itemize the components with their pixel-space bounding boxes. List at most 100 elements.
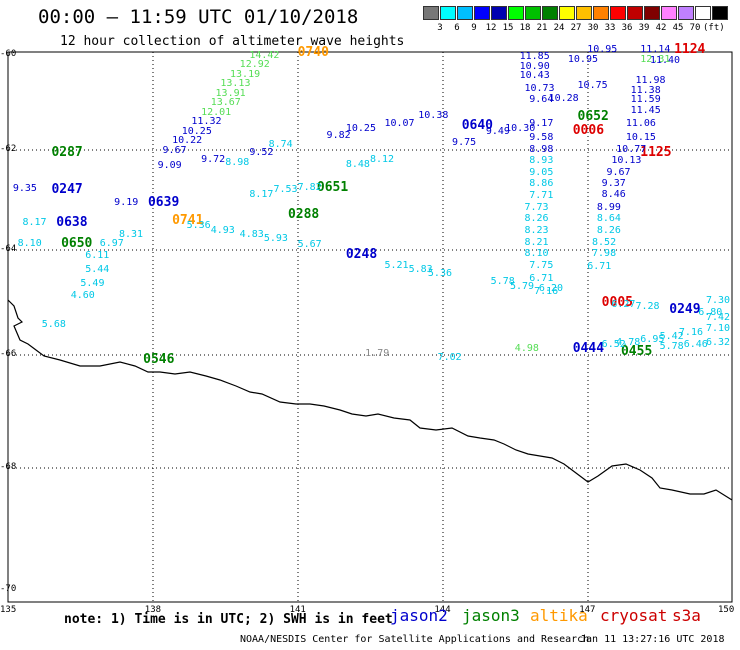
pass-time-label: 0247: [51, 182, 83, 197]
swh-value-label: 9.67: [606, 166, 631, 178]
swh-value-label: 9.75: [452, 136, 477, 148]
colorbar-swatch: [644, 6, 660, 20]
colorbar-swatch: [457, 6, 473, 20]
swh-value-label: 6.46: [683, 338, 708, 350]
lat-tick-label: -66: [0, 349, 17, 359]
colorbar-swatch: [491, 6, 507, 20]
swh-value-label: 11.40: [649, 54, 681, 66]
swh-value-label: 5.78: [490, 275, 515, 287]
swh-value-label: 5.67: [297, 239, 322, 250]
swh-value-label: 10.25: [345, 122, 376, 134]
swh-value-label: 6.27: [611, 299, 636, 311]
swh-value-label: 11.98: [635, 75, 666, 87]
swh-value-label: 6.32: [706, 337, 731, 349]
colorbar-unit: (ft): [703, 23, 725, 33]
pass-time-label: 0249: [669, 302, 701, 318]
swh-value-label: 9.35: [12, 183, 37, 194]
swh-value-label: 13.13: [220, 78, 251, 90]
swh-value-label: 10.95: [587, 44, 618, 56]
lon-tick-label: 144: [434, 605, 451, 615]
swh-value-label: 7.10: [706, 322, 731, 334]
swh-value-label: 10.95: [567, 53, 598, 65]
pass-time-label: 1124: [674, 42, 706, 58]
pass-time-label: 0248: [345, 247, 378, 263]
lon-tick-label: 150: [718, 605, 735, 615]
lon-tick-label: 141: [289, 605, 306, 615]
swh-value-label: 11.38: [630, 84, 661, 96]
swh-value-label: 9.82: [326, 129, 351, 141]
colorbar-swatch: [440, 6, 456, 20]
swh-value-label: 7.16: [678, 326, 703, 338]
swh-value-label: 10.15: [625, 132, 656, 144]
swh-value-label: 4.83: [239, 229, 264, 240]
colorbar-tick-label: 39: [638, 23, 650, 33]
swh-value-label: 8.52: [592, 236, 617, 248]
swh-value-label: 6.20: [538, 283, 564, 295]
swh-value-label: 8.17: [22, 216, 47, 228]
swh-value-label: 9.49: [485, 125, 510, 137]
swh-value-label: 6.80: [698, 307, 723, 318]
swh-value-label: 5.36: [186, 220, 211, 231]
colorbar-tick-label: 33: [604, 23, 616, 33]
swh-value-label: 10.30: [505, 122, 536, 134]
lon-tick-label: 135: [0, 605, 17, 615]
colorbar-tick-label: 6: [454, 23, 460, 33]
antarctic-coastline: [7, 299, 733, 501]
swh-value-label: 7.75: [529, 259, 554, 271]
swh-value-label: 8.86: [529, 178, 554, 189]
colorbar-swatch: [661, 6, 677, 20]
pass-time-label: 0005: [601, 294, 633, 310]
legend-s3a: s3a: [672, 606, 701, 625]
swh-value-label: 10.28: [548, 92, 579, 104]
swh-value-label: 8.12: [370, 154, 395, 165]
swh-value-label: 9.09: [157, 160, 182, 171]
pass-time-label: 0651: [316, 179, 349, 195]
swh-value-label: 10.07: [384, 117, 415, 129]
swh-value-label: 4.93: [210, 225, 235, 236]
legend-cryosat: cryosat: [600, 606, 668, 625]
page-subtitle: 12 hour collection of altimeter wave hei…: [60, 34, 405, 49]
swh-value-label: 8.99: [596, 201, 621, 213]
swh-value-label: 1.79: [365, 347, 390, 359]
swh-value-label: 7.30: [706, 295, 731, 307]
colorbar-tick-label: 21: [536, 23, 548, 33]
swh-value-label: 13.91: [215, 87, 246, 99]
swh-value-label: 8.26: [596, 225, 621, 236]
swh-value-label: 12.92: [239, 59, 270, 71]
swh-value-label: 11.32: [191, 116, 222, 128]
pass-time-label: 0740: [297, 44, 329, 60]
credit-line: NOAA/NESDIS Center for Satellite Applica…: [240, 634, 590, 645]
swh-value-label: 9.19: [114, 196, 139, 208]
swh-value-label: 11.06: [625, 117, 656, 129]
lon-tick-label: 138: [144, 605, 162, 615]
pass-time-label: 0288: [287, 207, 320, 222]
pass-time-label: 0640: [461, 118, 494, 134]
swh-value-label: 10.43: [519, 70, 550, 82]
lat-tick-label: -70: [0, 584, 17, 594]
pass-time-label: 0546: [143, 351, 175, 367]
swh-value-label: 6.52: [601, 338, 626, 350]
swh-value-label: 4.98: [514, 342, 539, 354]
legend-jason3: jason3: [462, 606, 520, 625]
pass-time-label: 0639: [147, 194, 180, 210]
lat-tick-label: -64: [0, 244, 17, 254]
swh-value-label: 8.48: [345, 159, 370, 170]
swh-value-label: 8.21: [524, 236, 549, 248]
grid: [8, 52, 732, 602]
swh-value-label: 10.73: [524, 83, 555, 95]
colorbar-tick-label: 3: [437, 23, 443, 33]
swh-value-label: 5.68: [41, 318, 66, 330]
swh-value-label: 5.79: [509, 280, 535, 292]
colorbar-swatch: [593, 6, 609, 20]
swh-value-label: 10.22: [172, 135, 203, 147]
swh-value-label: 11.85: [519, 51, 550, 63]
swh-value-label: 7.71: [529, 190, 554, 201]
swh-value-label: 6.71: [529, 272, 554, 284]
swh-value-label: 9.05: [529, 166, 554, 178]
swh-value-label: 10.13: [611, 155, 642, 166]
plot-border: [7, 51, 733, 603]
colorbar-swatch: [525, 6, 541, 20]
swh-value-label: 10.77: [616, 144, 647, 155]
swh-value-label: 5.21: [384, 259, 409, 271]
